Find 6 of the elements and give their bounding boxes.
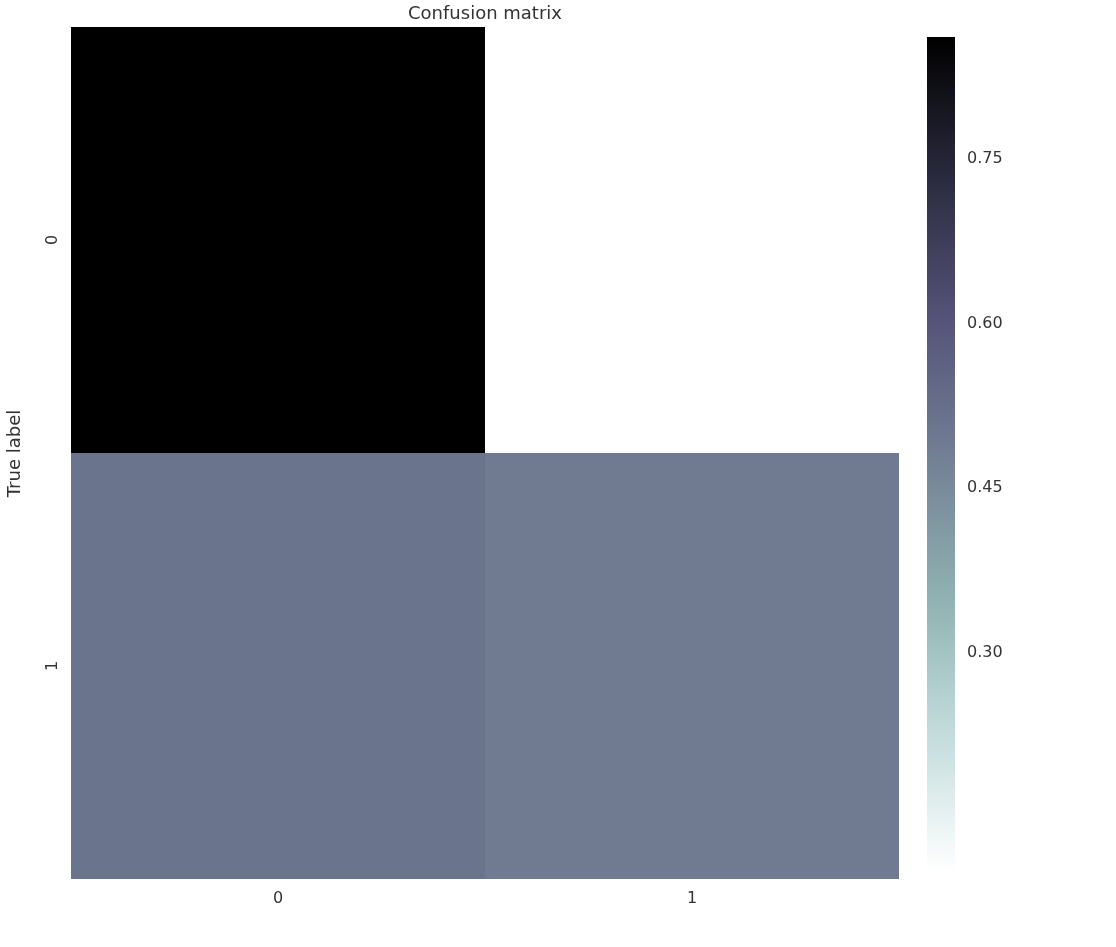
color-bar-label: 0.75 <box>967 147 1003 167</box>
chart-title: Confusion matrix <box>408 2 563 23</box>
y-axis-title: True label <box>2 409 24 499</box>
color-bar-label: 0.30 <box>967 642 1003 662</box>
color-bar-label: 0.45 <box>967 477 1003 497</box>
color-bar-label: 0.60 <box>967 312 1003 332</box>
